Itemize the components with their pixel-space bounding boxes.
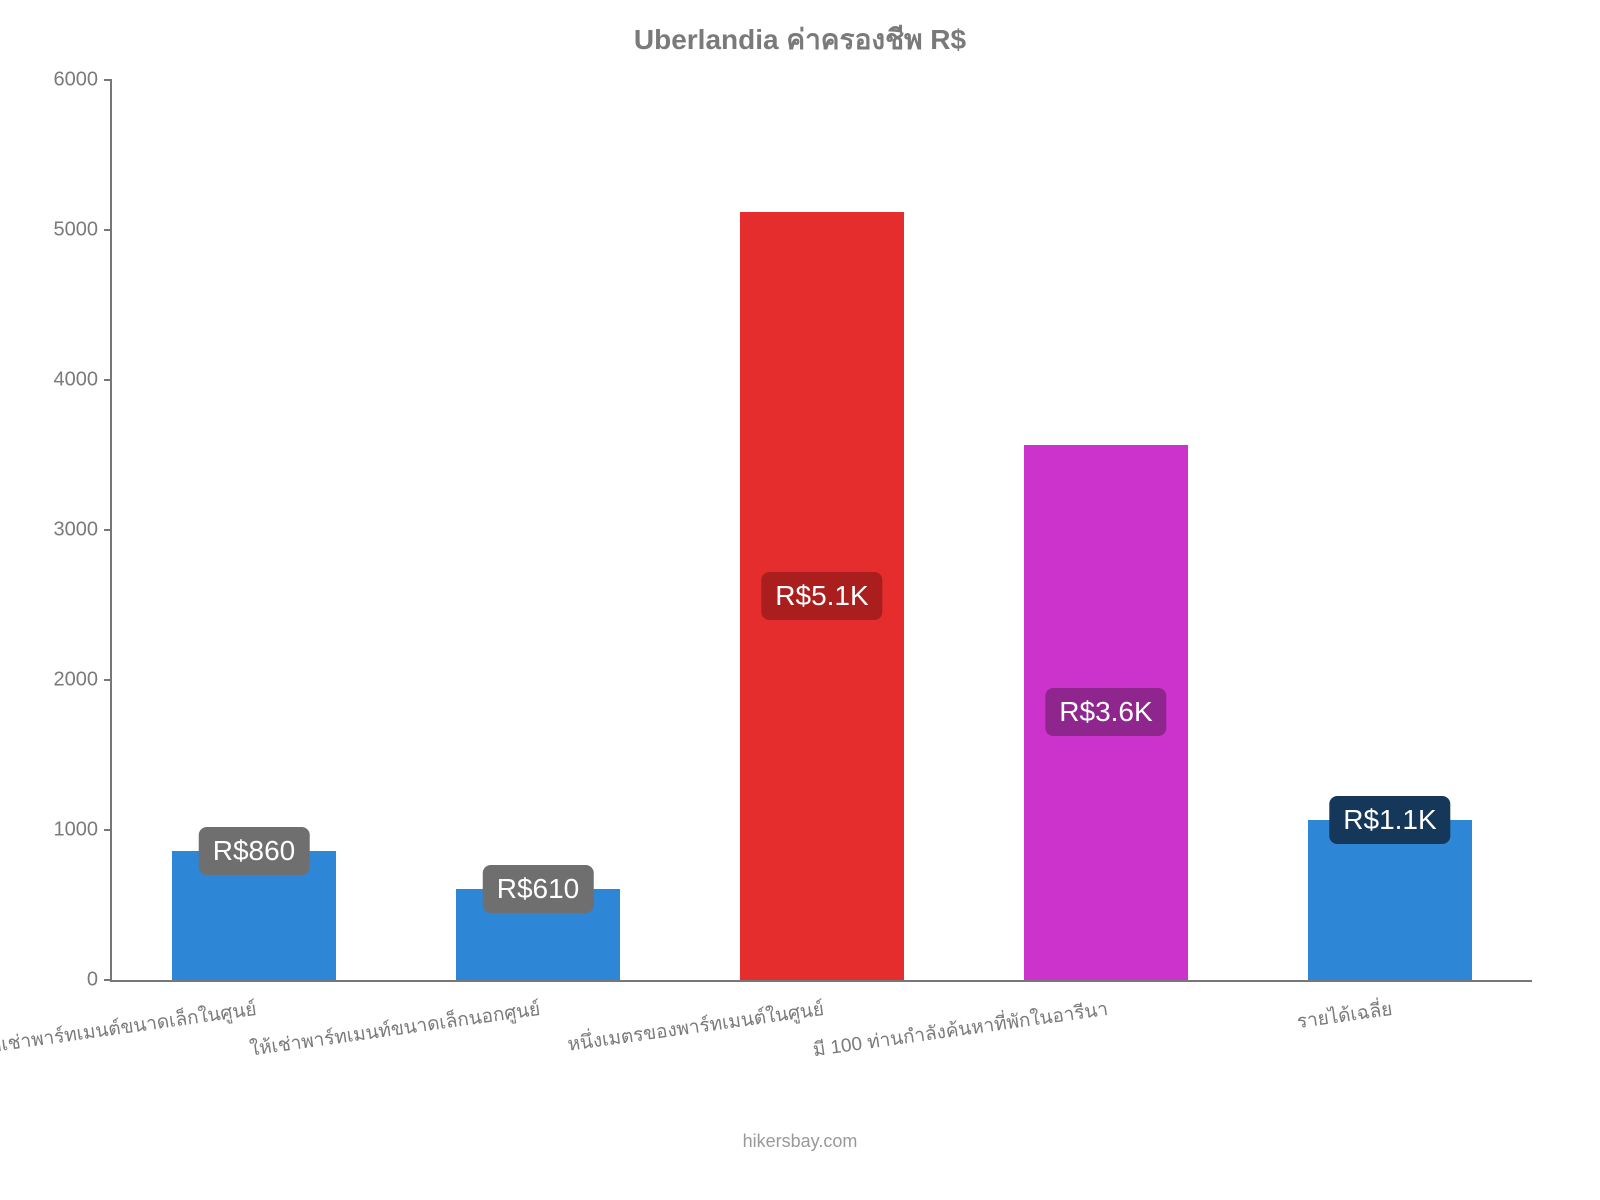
bar-value-label: R$3.6K — [1045, 688, 1166, 736]
y-tick-label: 2000 — [54, 669, 99, 692]
bar: R$1.1K — [1308, 820, 1473, 981]
y-tick-mark — [104, 679, 112, 681]
y-tick-label: 6000 — [54, 69, 99, 92]
chart-title: Uberlandia ค่าครองชีพ R$ — [0, 18, 1600, 62]
y-tick-label: 5000 — [54, 219, 99, 242]
attribution-text: hikersbay.com — [0, 1131, 1600, 1152]
x-axis-label: รายได้เฉลี่ย — [1295, 994, 1394, 1037]
y-tick-mark — [104, 529, 112, 531]
y-tick-label: 0 — [87, 969, 98, 992]
y-tick-mark — [104, 79, 112, 81]
y-tick-label: 3000 — [54, 519, 99, 542]
bar: R$3.6K — [1024, 445, 1189, 981]
plot-area: 0100020003000400050006000R$860ให้เช่าพาร… — [110, 80, 1532, 982]
bar: R$610 — [456, 889, 621, 981]
bar-value-label: R$610 — [483, 865, 594, 913]
bar: R$5.1K — [740, 212, 905, 980]
y-tick-mark — [104, 829, 112, 831]
y-tick-mark — [104, 979, 112, 981]
bar: R$860 — [172, 851, 337, 980]
y-tick-mark — [104, 229, 112, 231]
bar-value-label: R$860 — [199, 827, 310, 875]
x-axis-label: ให้เช่าพาร์ทเมนต์ขนาดเล็กในศูนย์ — [0, 994, 258, 1063]
x-axis-label: หนึ่งเมตรของพาร์ทเมนต์ในศูนย์ — [566, 994, 826, 1060]
y-tick-mark — [104, 379, 112, 381]
bar-value-label: R$1.1K — [1329, 796, 1450, 844]
y-tick-label: 1000 — [54, 819, 99, 842]
y-tick-label: 4000 — [54, 369, 99, 392]
x-axis-label: ให้เช่าพาร์ทเมนท์ขนาดเล็กนอกศูนย์ — [248, 994, 542, 1064]
x-axis-label: มี 100 ท่านกำลังค้นหาที่พักในอารีนา — [811, 994, 1110, 1065]
chart-container: Uberlandia ค่าครองชีพ R$ 010002000300040… — [0, 0, 1600, 1200]
bar-value-label: R$5.1K — [761, 572, 882, 620]
